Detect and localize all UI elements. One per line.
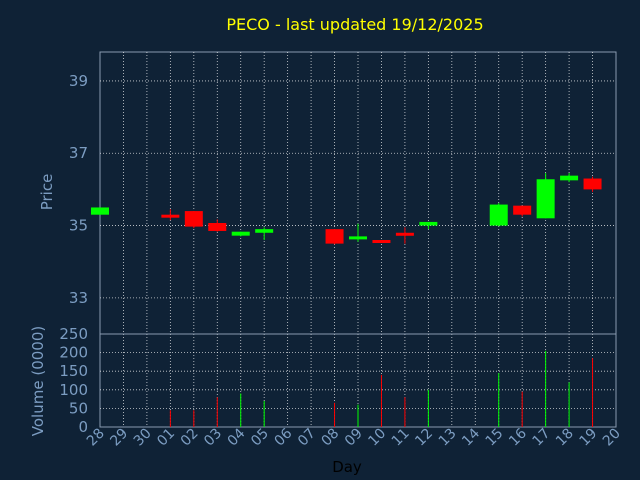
volume-tick-label: 200 — [59, 344, 88, 362]
x-tick-label: 06 — [272, 425, 296, 449]
x-tick-label: 16 — [506, 425, 530, 449]
candle-body — [161, 214, 180, 218]
candle-body — [372, 240, 391, 243]
x-tick-label: 18 — [553, 426, 577, 450]
candle-body — [395, 232, 414, 236]
candle-body — [231, 231, 250, 236]
candle-body — [208, 223, 227, 231]
x-axis-label: Day — [332, 458, 362, 476]
candle-body — [184, 211, 203, 227]
x-tick-label: 08 — [318, 426, 342, 450]
x-tick-label: 03 — [201, 426, 225, 450]
x-tick-label: 15 — [483, 426, 507, 450]
x-tick-label: 19 — [576, 426, 600, 450]
price-tick-label: 39 — [69, 72, 88, 90]
volume-tick-label: 50 — [69, 399, 88, 417]
x-tick-label: 05 — [248, 426, 272, 450]
candle-body — [91, 207, 109, 215]
candle-body — [513, 205, 532, 215]
x-tick-label: 11 — [389, 426, 413, 450]
x-tick-label: 09 — [342, 426, 366, 450]
x-tick-label: 30 — [131, 426, 155, 450]
candle-body — [489, 204, 508, 226]
price-axis-label: Price — [38, 174, 56, 211]
volume-tick-label: 0 — [78, 418, 88, 436]
x-tick-label: 14 — [459, 425, 483, 449]
candle-body — [255, 229, 274, 233]
x-tick-label: 02 — [178, 426, 202, 450]
chart-title: PECO - last updated 19/12/2025 — [226, 15, 483, 34]
volume-tick-label: 250 — [59, 325, 88, 343]
x-tick-label: 10 — [365, 426, 389, 450]
x-tick-label: 29 — [107, 426, 131, 450]
price-panel: 33 35 37 39 — [69, 51, 617, 335]
x-tick-label: 20 — [600, 426, 624, 450]
candle-body — [325, 229, 344, 244]
volume-axis-label: Volume (0000) — [29, 326, 47, 436]
candle-body — [560, 175, 579, 181]
x-tick-label: 07 — [295, 426, 319, 450]
price-tick-label: 37 — [69, 144, 88, 162]
candle-body — [536, 179, 555, 219]
price-tick-label: 33 — [69, 289, 88, 307]
x-tick-label: 12 — [412, 426, 436, 450]
candle-body — [583, 178, 602, 190]
candle-body — [419, 221, 438, 226]
volume-tick-label: 100 — [59, 381, 88, 399]
x-tick-label: 13 — [436, 426, 460, 450]
x-tick-label: 01 — [154, 426, 178, 450]
volume-tick-label: 150 — [59, 362, 88, 380]
price-tick-label: 35 — [69, 217, 88, 235]
x-tick-label: 17 — [530, 426, 554, 450]
x-tick-label: 04 — [225, 425, 249, 449]
candle-body — [349, 236, 367, 240]
